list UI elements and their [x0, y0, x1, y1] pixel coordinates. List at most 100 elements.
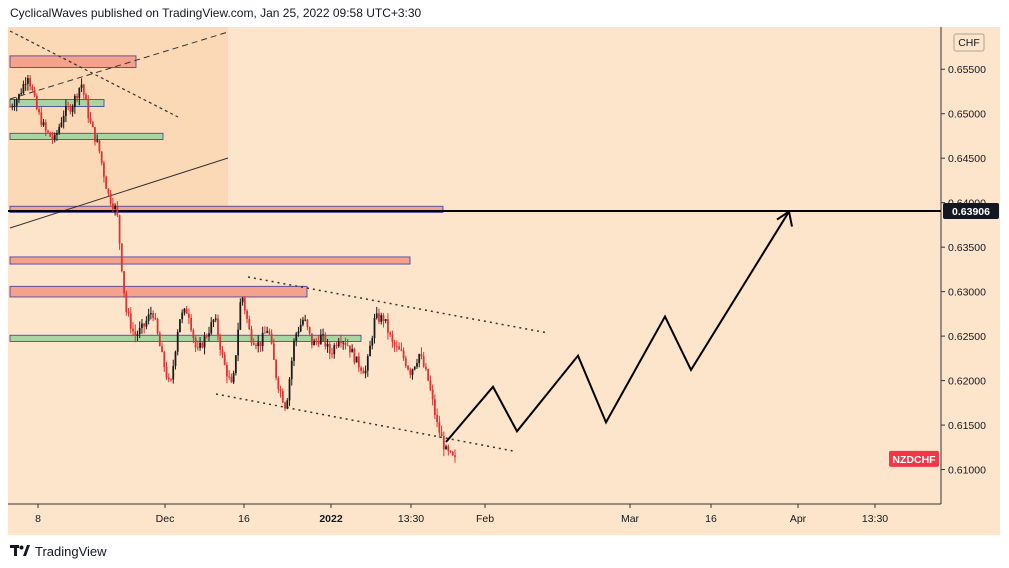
candle-body[interactable]: [398, 346, 400, 350]
candle-body[interactable]: [226, 364, 228, 377]
candle-body[interactable]: [389, 332, 392, 335]
candle-body[interactable]: [78, 87, 81, 99]
candle-body[interactable]: [76, 95, 78, 99]
candle-body[interactable]: [158, 333, 161, 347]
candle-body[interactable]: [391, 334, 394, 342]
candle-body[interactable]: [255, 344, 257, 347]
candle-body[interactable]: [315, 341, 318, 342]
candle-body[interactable]: [136, 334, 139, 336]
candle-body[interactable]: [373, 317, 376, 339]
candle-body[interactable]: [156, 318, 159, 334]
candle-body[interactable]: [335, 345, 338, 347]
candle-body[interactable]: [344, 342, 347, 346]
support-zone[interactable]: [9, 99, 105, 108]
candle-body[interactable]: [375, 313, 378, 318]
resistance-zone[interactable]: [9, 285, 308, 298]
candle-body[interactable]: [194, 337, 197, 348]
candle-body[interactable]: [105, 176, 108, 189]
candle-body[interactable]: [103, 162, 105, 177]
candle-body[interactable]: [353, 348, 356, 363]
candle-body[interactable]: [418, 354, 421, 364]
candle-body[interactable]: [250, 329, 253, 343]
candle-body[interactable]: [176, 332, 179, 352]
currency-box[interactable]: [953, 33, 985, 52]
candle-body[interactable]: [322, 334, 324, 336]
candle-body[interactable]: [65, 106, 67, 116]
candle-body[interactable]: [362, 370, 365, 374]
candle-body[interactable]: [425, 366, 427, 370]
candle-body[interactable]: [326, 343, 329, 347]
candle-body[interactable]: [268, 331, 271, 334]
candle-body[interactable]: [308, 327, 311, 334]
candle-body[interactable]: [331, 353, 333, 355]
candle-body[interactable]: [223, 354, 226, 365]
candle-body[interactable]: [58, 126, 61, 134]
candle-body[interactable]: [438, 421, 441, 433]
resistance-zone[interactable]: [9, 256, 411, 265]
candle-body[interactable]: [449, 450, 452, 452]
candle-body[interactable]: [411, 369, 414, 375]
candle-body[interactable]: [212, 319, 215, 323]
candle-body[interactable]: [87, 100, 90, 119]
candle-body[interactable]: [161, 346, 163, 353]
candle-body[interactable]: [277, 377, 280, 390]
candle-body[interactable]: [402, 350, 405, 359]
price-chart[interactable]: CHF0.655000.650000.645000.640000.635000.…: [8, 27, 1000, 535]
candle-body[interactable]: [266, 331, 269, 333]
candle-body[interactable]: [304, 319, 307, 321]
candle-body[interactable]: [306, 319, 309, 328]
candle-body[interactable]: [395, 346, 398, 348]
candle-body[interactable]: [192, 330, 195, 338]
candle-body[interactable]: [33, 90, 36, 96]
candle-body[interactable]: [252, 342, 255, 345]
candle-body[interactable]: [313, 341, 316, 346]
current-price-badge[interactable]: [943, 203, 999, 220]
candle-body[interactable]: [82, 84, 85, 95]
candle-body[interactable]: [179, 319, 181, 333]
candle-body[interactable]: [18, 94, 20, 100]
resistance-zone[interactable]: [9, 205, 444, 213]
candle-body[interactable]: [371, 338, 374, 346]
support-zone[interactable]: [9, 334, 362, 342]
candle-body[interactable]: [380, 315, 383, 322]
candle-body[interactable]: [26, 78, 29, 84]
candle-body[interactable]: [174, 351, 177, 367]
candle-body[interactable]: [129, 313, 132, 329]
candle-body[interactable]: [384, 319, 387, 321]
candle-body[interactable]: [35, 95, 38, 110]
candle-body[interactable]: [284, 402, 286, 409]
candle-body[interactable]: [94, 126, 96, 142]
candle-body[interactable]: [281, 390, 284, 403]
candle-body[interactable]: [141, 323, 143, 328]
candle-body[interactable]: [165, 367, 168, 378]
candle-body[interactable]: [288, 379, 291, 401]
candle-body[interactable]: [201, 342, 204, 348]
candle-body[interactable]: [210, 322, 213, 334]
candle-body[interactable]: [53, 134, 56, 140]
candle-body[interactable]: [279, 389, 282, 391]
candle-body[interactable]: [69, 106, 72, 112]
candle-body[interactable]: [382, 315, 385, 321]
candle-body[interactable]: [89, 118, 92, 123]
candle-body[interactable]: [217, 318, 219, 337]
candle-body[interactable]: [393, 341, 396, 347]
candle-body[interactable]: [261, 332, 264, 347]
candle-body[interactable]: [47, 130, 49, 133]
candle-body[interactable]: [340, 341, 342, 344]
candle-body[interactable]: [328, 343, 331, 354]
candle-body[interactable]: [120, 243, 123, 272]
candle-body[interactable]: [221, 349, 224, 355]
candle-body[interactable]: [248, 319, 251, 330]
candle-body[interactable]: [208, 333, 210, 337]
candle-body[interactable]: [80, 84, 83, 88]
upper-channel-line[interactable]: [247, 276, 549, 334]
ascending-solid-trendline[interactable]: [9, 157, 229, 229]
candle-body[interactable]: [51, 136, 54, 140]
candle-body[interactable]: [96, 140, 99, 142]
candle-body[interactable]: [214, 318, 217, 320]
candle-body[interactable]: [447, 446, 450, 451]
candle-body[interactable]: [270, 333, 273, 344]
candle-body[interactable]: [13, 105, 16, 107]
candle-body[interactable]: [420, 354, 423, 357]
candle-body[interactable]: [67, 106, 70, 108]
